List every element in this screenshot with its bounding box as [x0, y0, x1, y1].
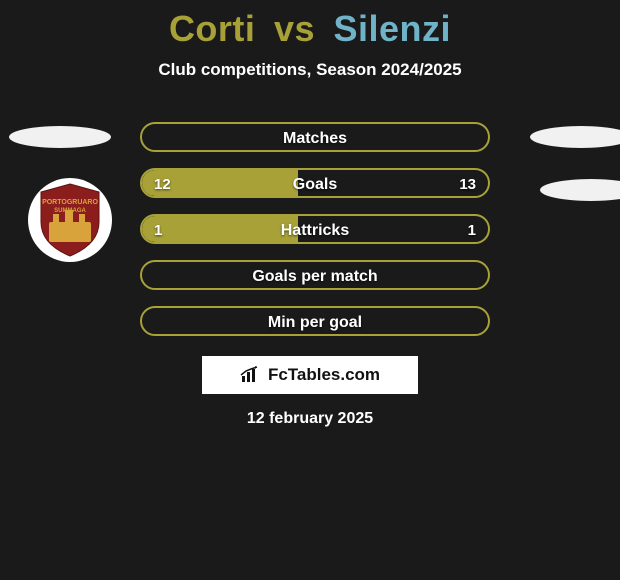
title-separator: vs	[274, 8, 315, 49]
bar-chart-icon	[240, 366, 262, 384]
stat-value-right: 1	[468, 216, 476, 242]
player1-name: Corti	[169, 8, 256, 49]
stat-label: Hattricks	[142, 216, 488, 242]
competition-subtitle: Club competitions, Season 2024/2025	[0, 60, 620, 80]
stat-row: Min per goal	[140, 306, 490, 336]
svg-text:PORTOGRUARO: PORTOGRUARO	[42, 199, 98, 206]
stat-label: Goals per match	[142, 262, 488, 288]
stat-label: Matches	[142, 124, 488, 150]
stat-row: Matches	[140, 122, 490, 152]
decoration-ellipse	[540, 179, 620, 201]
stats-panel: Matches Goals12 13 Hattricks1 1 Goals per mat…	[140, 122, 490, 352]
comparison-title: Corti vs Silenzi	[0, 0, 620, 50]
stat-row: Hattricks1 1	[140, 214, 490, 244]
date-text: 12 february 2025	[0, 410, 620, 428]
svg-text:SUMMAGA: SUMMAGA	[54, 208, 86, 214]
decoration-ellipse	[530, 126, 620, 148]
player2-name: Silenzi	[334, 8, 452, 49]
decoration-ellipse	[9, 126, 111, 148]
stat-label: Min per goal	[142, 308, 488, 334]
stat-value-right: 13	[459, 170, 476, 196]
stat-row: Goals per match	[140, 260, 490, 290]
attribution-text: FcTables.com	[268, 365, 380, 385]
stat-row: Goals12 13	[140, 168, 490, 198]
stat-value-left: 12	[154, 170, 171, 196]
stat-label: Goals	[142, 170, 488, 196]
attribution-box: FcTables.com	[202, 356, 418, 394]
club-badge: PORTOGRUARO SUMMAGA	[28, 178, 112, 262]
club-shield-icon: PORTOGRUARO SUMMAGA	[35, 182, 105, 258]
stat-value-left: 1	[154, 216, 162, 242]
